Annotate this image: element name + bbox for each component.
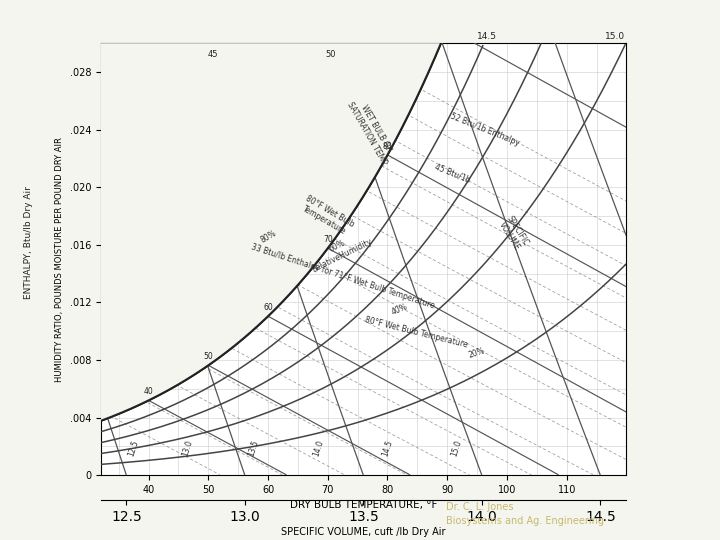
Text: 45: 45 [207, 50, 218, 59]
Text: 12.5: 12.5 [127, 439, 140, 458]
Text: 70: 70 [323, 235, 333, 244]
Text: 60%
RelativeHumidity: 60% RelativeHumidity [306, 227, 374, 274]
Text: 14.5: 14.5 [477, 32, 497, 41]
Text: 15: 15 [0, 539, 1, 540]
Text: 13.0: 13.0 [181, 439, 194, 458]
Text: Biosystems and Ag. Engineering: Biosystems and Ag. Engineering [446, 516, 604, 526]
Text: 50: 50 [204, 352, 213, 361]
Text: ENTHALPY, Btu/lb Dry Air: ENTHALPY, Btu/lb Dry Air [24, 186, 33, 300]
Text: 20%: 20% [468, 346, 487, 360]
Text: 80°F Wet Bulb
Temperature: 80°F Wet Bulb Temperature [298, 194, 355, 238]
Text: 80%: 80% [258, 228, 277, 245]
Text: 25: 25 [0, 539, 1, 540]
Text: 80°F Wet Bulb Temperature: 80°F Wet Bulb Temperature [364, 315, 469, 350]
Text: 40: 40 [144, 387, 153, 396]
Text: 52 Btu/1b Enthalpy: 52 Btu/1b Enthalpy [449, 112, 521, 147]
Text: 45 Btu/1b: 45 Btu/1b [434, 161, 472, 184]
Y-axis label: HUMIDITY RATIO, POUNDS MOISTURE PER POUND DRY AIR: HUMIDITY RATIO, POUNDS MOISTURE PER POUN… [55, 137, 64, 382]
Text: 33 Btu/lb Enthalpy for 71°F Wet Bulb Temperature: 33 Btu/lb Enthalpy for 71°F Wet Bulb Tem… [250, 242, 436, 310]
Text: 30: 30 [0, 539, 1, 540]
Text: SPECIFIC
VOLUME: SPECIFIC VOLUME [496, 214, 531, 253]
Text: 50: 50 [325, 50, 336, 59]
Text: 80: 80 [382, 141, 392, 151]
Text: 15.0: 15.0 [449, 439, 463, 458]
X-axis label: DRY BULB TEMPERATURE, °F: DRY BULB TEMPERATURE, °F [290, 501, 437, 510]
Text: 14.0: 14.0 [312, 439, 325, 458]
Text: 60: 60 [264, 303, 273, 312]
Text: 40%: 40% [390, 302, 409, 317]
Text: 20: 20 [0, 539, 1, 540]
Text: 15.0: 15.0 [605, 32, 625, 41]
Text: 35: 35 [0, 539, 1, 540]
Text: 40: 40 [0, 539, 1, 540]
Text: Dr. C. L. Jones: Dr. C. L. Jones [446, 502, 514, 512]
Text: WET BULB OR
SATURATION TEMP.: WET BULB OR SATURATION TEMP. [345, 95, 398, 167]
X-axis label: SPECIFIC VOLUME, cuft /lb Dry Air: SPECIFIC VOLUME, cuft /lb Dry Air [282, 526, 446, 537]
Text: 14.5: 14.5 [381, 439, 395, 458]
Text: 13.5: 13.5 [246, 439, 260, 458]
Polygon shape [101, 43, 626, 421]
